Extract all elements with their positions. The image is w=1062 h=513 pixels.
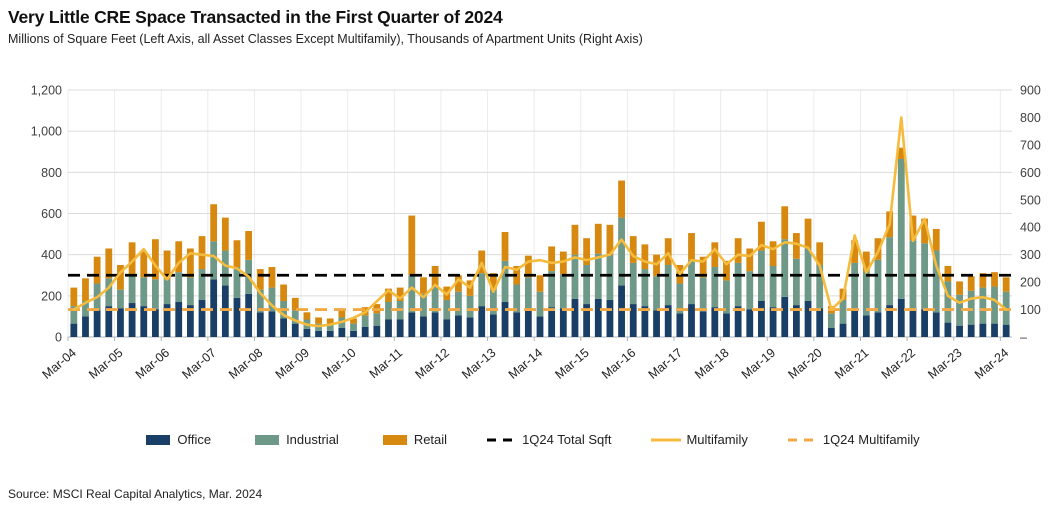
bars-office	[70, 279, 1010, 337]
svg-text:Mar-12: Mar-12	[413, 346, 452, 382]
svg-text:Mar-07: Mar-07	[179, 346, 218, 382]
svg-text:400: 400	[41, 248, 62, 262]
chart-subtitle: Millions of Square Feet (Left Axis, all …	[8, 32, 643, 46]
legend-swatch-icon	[146, 434, 171, 445]
svg-text:Mar-04: Mar-04	[40, 346, 79, 382]
svg-text:600: 600	[1020, 166, 1041, 180]
left-axis-labels: 1,200 1,000 800 600 400 200 0	[31, 84, 62, 345]
svg-text:Mar-17: Mar-17	[646, 346, 685, 382]
svg-text:Mar-19: Mar-19	[739, 346, 778, 382]
legend-item-retail: Retail	[379, 432, 447, 447]
svg-text:400: 400	[1020, 221, 1041, 235]
legend-label: Retail	[413, 432, 448, 447]
svg-text:0: 0	[55, 331, 62, 345]
legend-label: Office	[177, 432, 212, 447]
svg-text:1,200: 1,200	[31, 84, 62, 98]
right-axis-labels: 900 800 700 600 500 400 300 200 100 –	[1020, 84, 1041, 345]
svg-text:1,000: 1,000	[31, 125, 62, 139]
svg-text:Mar-22: Mar-22	[879, 346, 918, 382]
chart-plot-area: 1,200 1,000 800 600 400 200 0 900 800 700 600 500 40…	[31, 84, 1041, 382]
svg-text:700: 700	[1020, 138, 1041, 152]
svg-text:Mar-05: Mar-05	[86, 346, 125, 382]
legend-swatch-icon	[382, 434, 407, 445]
legend-label: Industrial	[286, 432, 339, 447]
svg-text:200: 200	[1020, 276, 1041, 290]
chart-title: Very Little CRE Space Transacted in the …	[8, 7, 503, 27]
svg-text:800: 800	[1020, 111, 1041, 125]
svg-text:800: 800	[41, 166, 62, 180]
legend-item-industrial: Industrial	[251, 432, 339, 447]
svg-text:Mar-10: Mar-10	[319, 346, 358, 382]
svg-text:Mar-20: Mar-20	[785, 346, 824, 382]
legend-line-icon	[651, 438, 682, 441]
bars-industrial	[70, 158, 1010, 331]
svg-text:Mar-09: Mar-09	[273, 346, 312, 382]
vertical-gridlines	[67, 90, 1001, 341]
svg-text:Mar-11: Mar-11	[367, 346, 406, 382]
svg-text:Mar-24: Mar-24	[972, 346, 1011, 382]
svg-text:Mar-08: Mar-08	[226, 346, 265, 382]
svg-text:Mar-13: Mar-13	[459, 346, 498, 382]
legend-item-1q24-multifamily: 1Q24 Multifamily	[787, 432, 920, 447]
svg-text:Mar-16: Mar-16	[599, 346, 638, 382]
svg-text:Mar-21: Mar-21	[832, 346, 871, 382]
x-axis-labels: Mar-04 Mar-05 Mar-06 Mar-07 Mar-08 Mar-09 Mar-…	[40, 346, 1012, 382]
legend-swatch-icon	[255, 434, 280, 445]
legend-label: 1Q24 Total Sqft	[522, 432, 612, 447]
legend-line-icon	[487, 438, 518, 441]
legend-item-office: Office	[142, 432, 211, 447]
svg-text:200: 200	[41, 289, 62, 303]
svg-text:600: 600	[41, 207, 62, 221]
chart-legend: Office Industrial Retail 1Q24 Total Sqft Mul…	[0, 432, 1062, 447]
source-note: Source: MSCI Real Capital Analytics, Mar…	[8, 487, 263, 501]
svg-text:100: 100	[1020, 303, 1041, 317]
svg-text:300: 300	[1020, 248, 1041, 262]
legend-line-icon	[787, 438, 818, 441]
legend-label: 1Q24 Multifamily	[822, 432, 920, 447]
legend-item-multifamily: Multifamily	[651, 432, 748, 447]
svg-text:Mar-18: Mar-18	[692, 346, 731, 382]
svg-text:–: –	[1020, 331, 1027, 345]
svg-text:Mar-15: Mar-15	[552, 346, 591, 382]
multifamily-line	[72, 116, 1008, 328]
svg-text:Mar-23: Mar-23	[925, 346, 964, 382]
svg-text:Mar-14: Mar-14	[506, 346, 545, 382]
legend-item-1q24-total-sqft: 1Q24 Total Sqft	[487, 432, 611, 447]
svg-text:900: 900	[1020, 84, 1041, 98]
legend-label: Multifamily	[686, 432, 748, 447]
svg-text:500: 500	[1020, 193, 1041, 207]
svg-text:Mar-06: Mar-06	[133, 346, 172, 382]
